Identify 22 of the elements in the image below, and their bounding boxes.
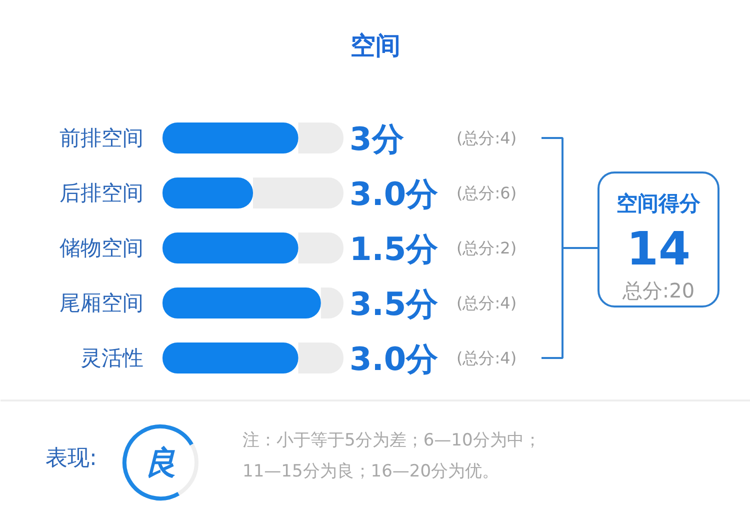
- data-label: 3.5分: [350, 285, 438, 323]
- data-label: 3分: [350, 120, 404, 158]
- text: 表现:: [46, 446, 97, 471]
- text: (总分:4): [456, 294, 517, 312]
- data-label: 3.0分: [350, 175, 438, 213]
- text: 注：小于等于5分为差；6—10分为中；11—15分为良；16—20分为优。: [242, 430, 541, 482]
- text: (总分:4): [456, 128, 517, 148]
- y-tick-label: 储物空间: [60, 236, 144, 260]
- chart-title: 空间: [350, 31, 400, 60]
- y-tick-label: 前排空间: [60, 126, 144, 150]
- text: (总分:2): [456, 238, 517, 258]
- text: 总分:20: [621, 278, 695, 302]
- data-label: 1.5分: [350, 230, 438, 268]
- text: 空间得分: [616, 192, 702, 216]
- data-label: 3.0分: [350, 340, 438, 378]
- text: (总分:6): [456, 184, 517, 202]
- text: 14: [626, 222, 691, 276]
- y-tick-label: 尾厢空间: [60, 291, 144, 315]
- y-tick-label: 后排空间: [60, 181, 144, 205]
- text: 良: [144, 444, 176, 482]
- y-tick-label: 灵活性: [80, 346, 144, 370]
- text: (总分:4): [456, 348, 517, 368]
